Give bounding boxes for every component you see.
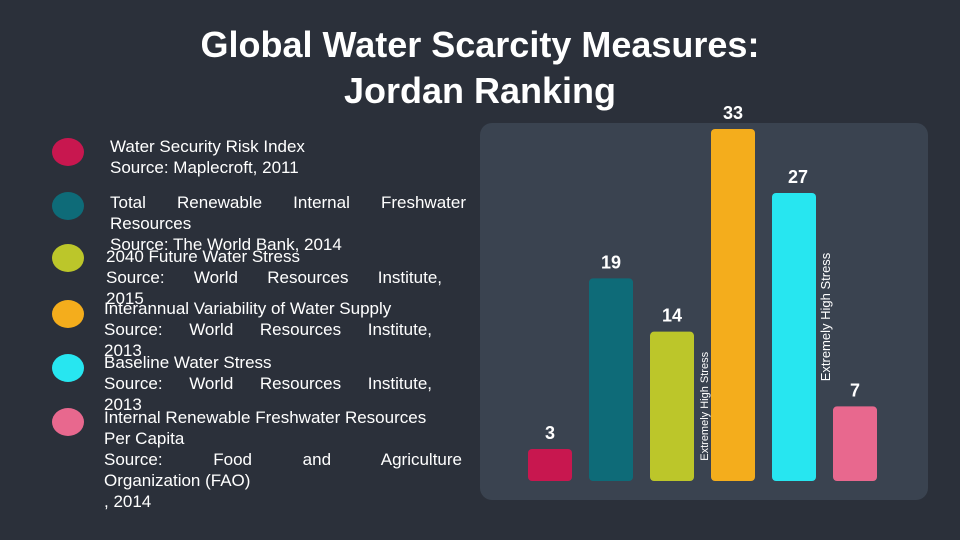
data-label-internal-renewable-freshwater-resources-per-capita: 7 [850, 380, 860, 400]
legend-item-water-security: Water Security Risk Index Source: Maplec… [110, 136, 466, 178]
data-label-baseline-water-stress: 27 [788, 167, 808, 187]
data-label-total-renewable-internal-freshwater-resources: 19 [601, 252, 621, 272]
legend-label: Water Security Risk Index [110, 137, 305, 156]
bar-water-security-risk-index [528, 449, 572, 481]
legend-item-total-renewable: Total Renewable Internal Freshwater Reso… [110, 192, 466, 255]
legend-dot-future-stress [52, 244, 84, 272]
annotation-extremely-high-stress: Extremely High Stress [699, 351, 711, 460]
legend-source-year: 2013 [104, 395, 142, 414]
data-label-water-security-risk-index: 3 [545, 423, 555, 443]
legend-source: Source: Food and Agriculture [104, 450, 462, 469]
legend-label: 2040 Future Water Stress [106, 247, 301, 266]
legend-label: Total Renewable Internal Freshwater [110, 193, 466, 212]
annotation-extremely-high-stress: Extremely High Stress [818, 252, 833, 381]
title-line-2: Jordan Ranking [343, 70, 617, 111]
bar-total-renewable-internal-freshwater-resources [589, 278, 633, 481]
legend-source: Source: World Resources Institute, [104, 374, 432, 393]
bar-interannual-variability-of-water-supply [711, 129, 755, 481]
legend-item-future-stress: 2040 Future Water Stress Source: World R… [106, 246, 462, 309]
legend-label-cont: Resources [110, 214, 192, 233]
page-title: Global Water Scarcity Measures: Jordan R… [0, 22, 960, 114]
legend-dot-baseline [52, 354, 84, 382]
legend-item-interannual: Interannual Variability of Water Supply … [104, 298, 460, 361]
legend-source-year: , 2014 [104, 492, 152, 511]
legend-dot-water-security [52, 138, 84, 166]
legend-source: Source: The World Bank, 2014 [110, 235, 342, 254]
legend-label: Interannual Variability of Water Supply [104, 299, 392, 318]
legend-source: Source: Maplecroft, 2011 [110, 158, 299, 177]
legend-source-year: 2013 [104, 341, 142, 360]
bar-baseline-water-stress [772, 193, 816, 481]
data-label-interannual-variability-of-water-supply: 33 [723, 103, 743, 123]
legend-item-per-capita: Internal Renewable Freshwater Resources … [104, 407, 462, 512]
bar-2040-future-water-stress [650, 331, 694, 481]
legend-dot-per-capita [52, 408, 84, 436]
legend-label: Internal Renewable Freshwater Resources [104, 408, 427, 427]
legend-source-year: 2015 [106, 289, 144, 308]
legend-dot-total-renewable [52, 192, 84, 220]
legend-label-cont: Per Capita [104, 429, 185, 448]
legend-dot-interannual [52, 300, 84, 328]
legend-label: Baseline Water Stress [104, 353, 272, 372]
legend-source: Source: World Resources Institute, [104, 320, 432, 339]
title-line-1: Global Water Scarcity Measures: [200, 24, 760, 65]
legend-source: Source: World Resources Institute, [106, 268, 442, 287]
legend-source-org: Organization (FAO) [104, 471, 251, 490]
legend-item-baseline: Baseline Water Stress Source: World Reso… [104, 352, 460, 415]
bar-internal-renewable-freshwater-resources-per-capita [833, 406, 877, 481]
data-label-2040-future-water-stress: 14 [662, 306, 682, 326]
